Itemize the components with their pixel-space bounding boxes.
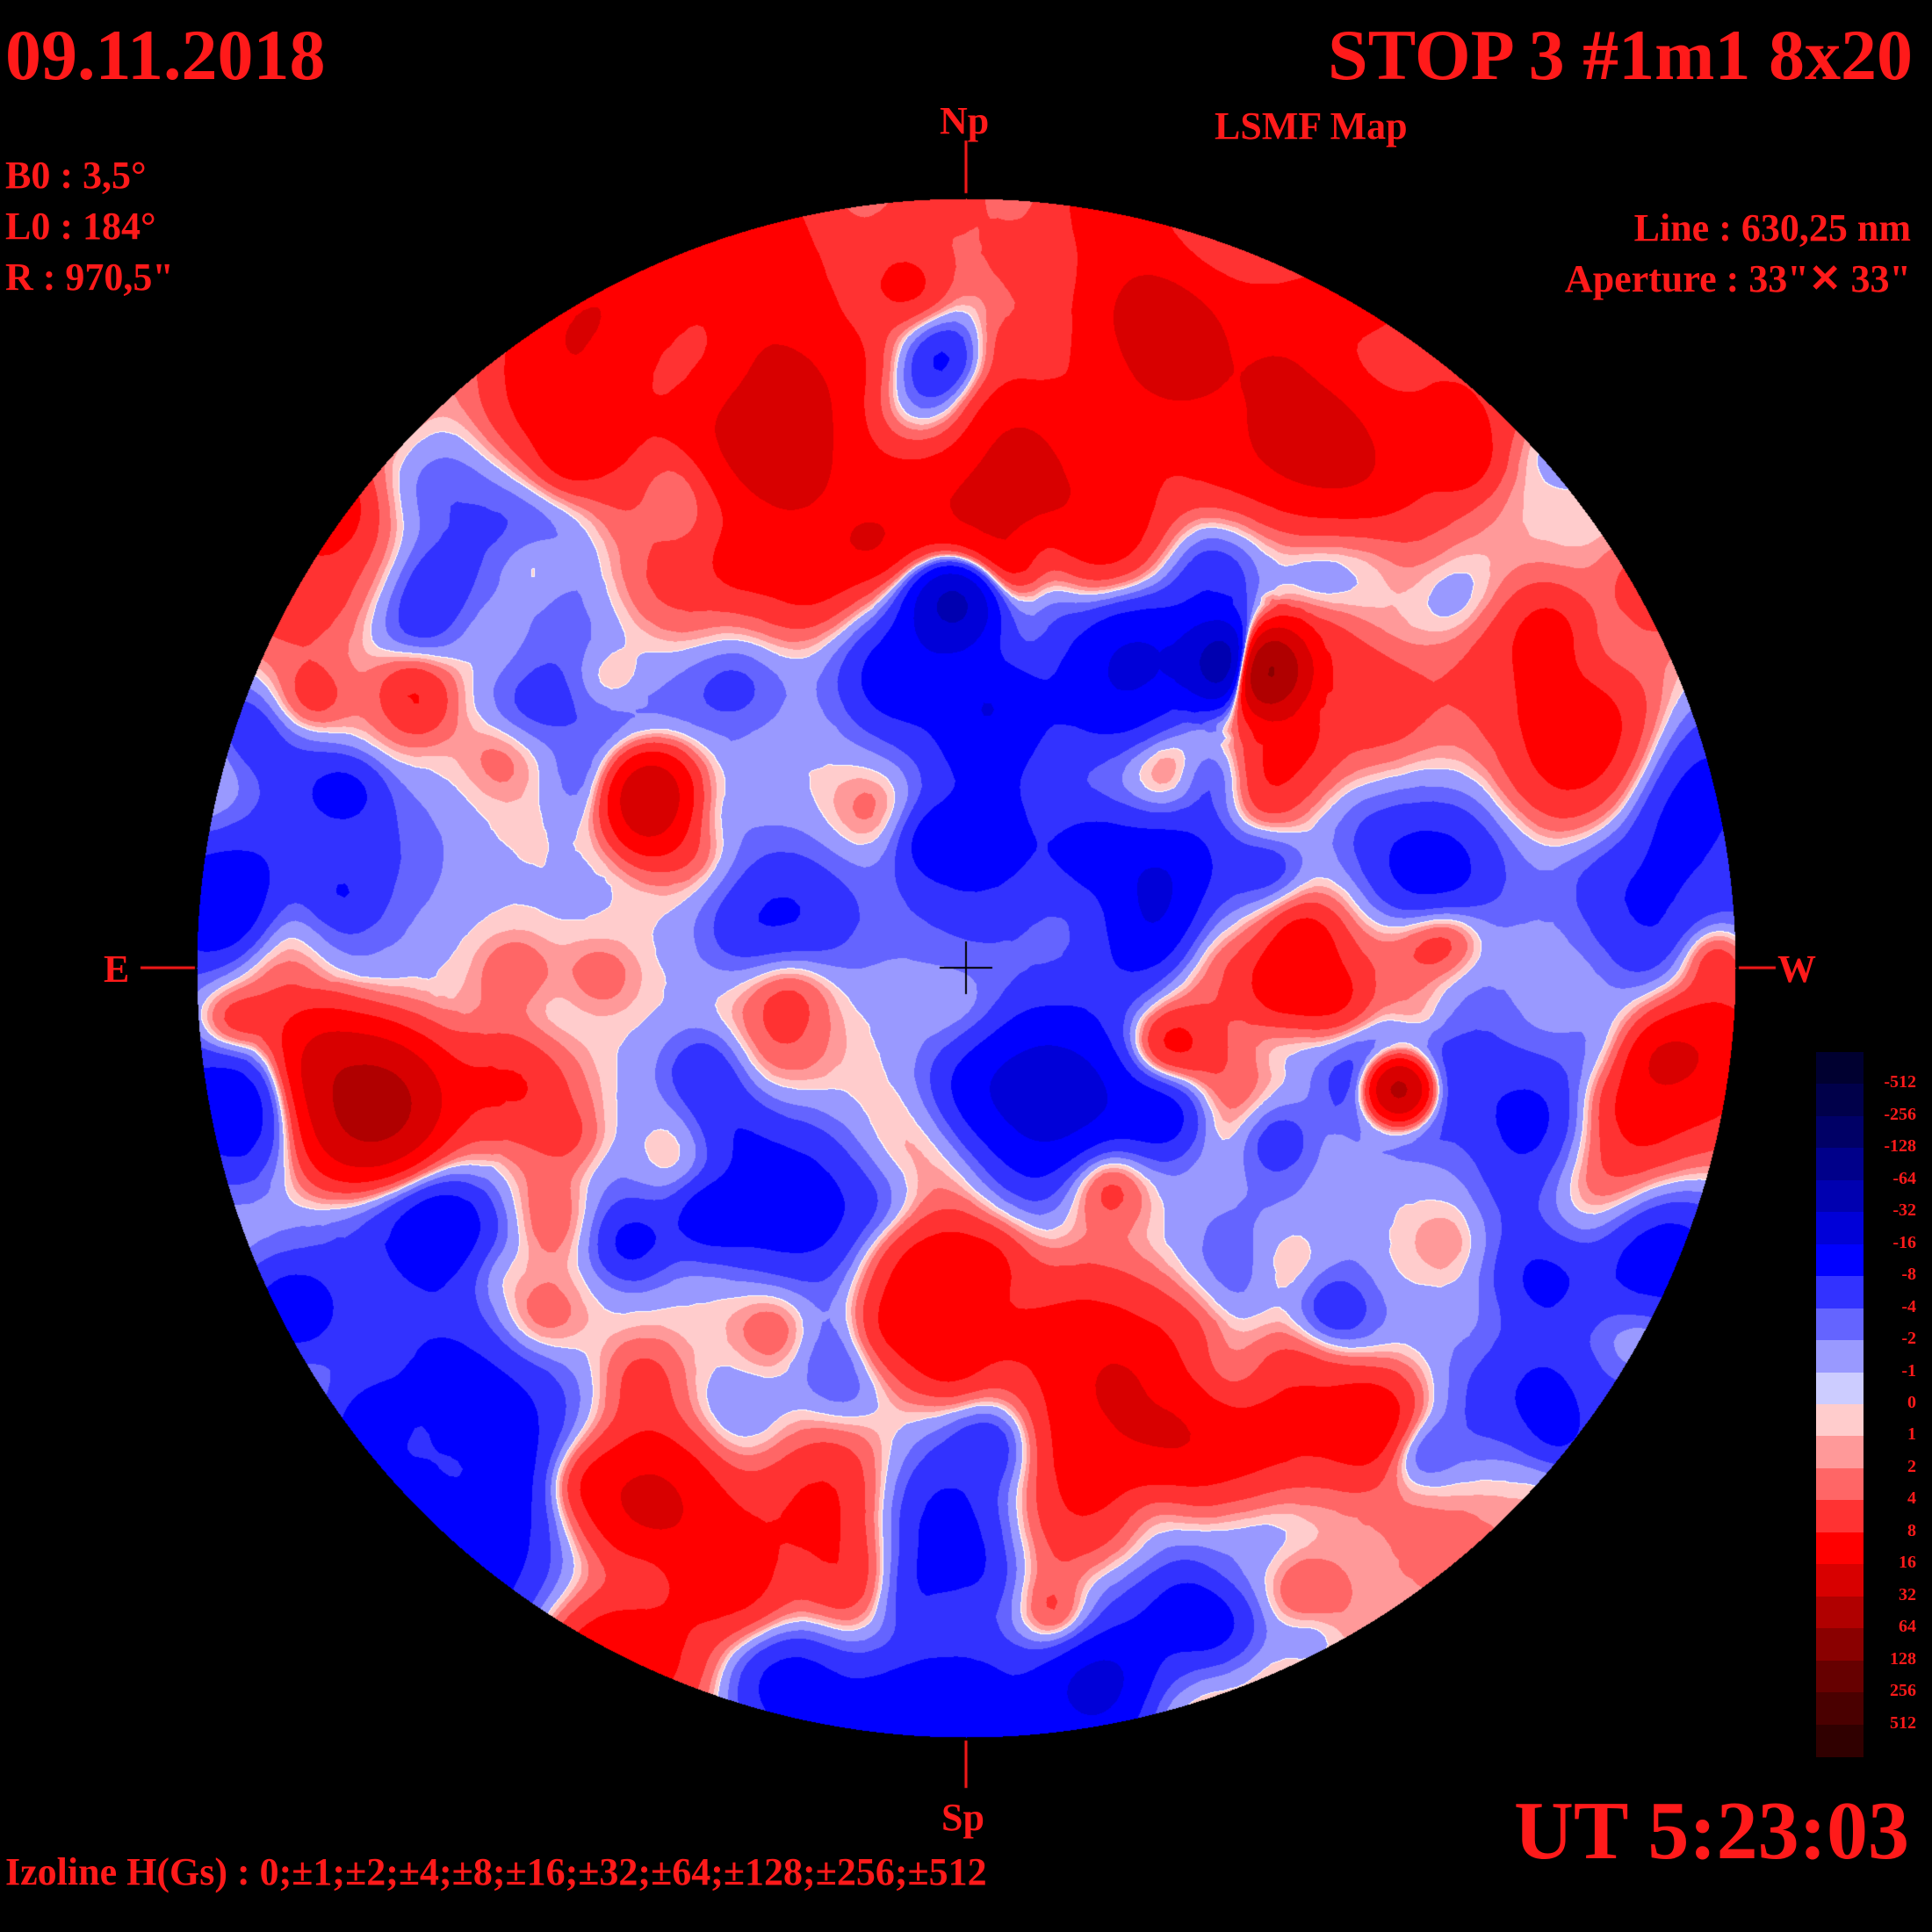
colorbar-band [1816,1308,1864,1342]
colorbar-band [1816,1467,1864,1502]
colorbar-label: -1 [1901,1360,1916,1381]
colorbar-band [1816,1276,1864,1309]
colorbar-band [1816,1340,1864,1373]
map-title: STOP 3 #1m1 8x20 [1328,15,1913,95]
colorbar-label: -512 [1884,1072,1916,1092]
colorbar-band [1816,1244,1864,1278]
colorbar-band [1816,1404,1864,1438]
colorbar-label: 128 [1890,1648,1916,1669]
colorbar-band [1816,1564,1864,1597]
colorbar-label: 2 [1907,1456,1916,1476]
map-subtitle: LSMF Map [1215,105,1408,148]
param-b0: B0 : 3,5° [5,154,147,197]
west-label: W [1777,948,1816,991]
colorbar-band [1816,1724,1864,1757]
colorbar-band [1816,1115,1864,1150]
colorbar-label: 16 [1899,1553,1916,1573]
spectral-line: Line : 630,25 nm [1633,206,1911,249]
colorbar-label: -8 [1901,1265,1916,1285]
colorbar-label: 8 [1907,1520,1916,1540]
colorbar-band [1816,1500,1864,1533]
colorbar-band [1816,1179,1864,1214]
colorbar-label: -2 [1901,1329,1916,1349]
colorbar-band [1816,1436,1864,1469]
colorbar-label: 0 [1907,1393,1916,1412]
colorbar-label: -128 [1884,1136,1916,1157]
colorbar-band [1816,1084,1864,1117]
isoline-legend: Izoline H(Gs) : 0;±1;±2;±4;±8;±16;±32;±6… [5,1850,987,1893]
colorbar [1816,1052,1864,1757]
colorbar-label: 1 [1907,1424,1916,1445]
colorbar-band [1816,1660,1864,1694]
colorbar-band [1816,1148,1864,1181]
colorbar-band [1816,1628,1864,1662]
colorbar-label: -16 [1892,1232,1916,1252]
east-label: E [104,948,130,991]
aperture: Aperture : 33"✕ 33" [1564,257,1911,300]
param-radius: R : 970,5" [5,256,174,299]
colorbar-band [1816,1212,1864,1245]
colorbar-label: -64 [1892,1168,1916,1188]
colorbar-band [1816,1052,1864,1085]
colorbar-label: -4 [1901,1296,1916,1316]
observation-date: 09.11.2018 [5,15,326,95]
colorbar-label: 4 [1907,1489,1916,1509]
colorbar-label: 64 [1899,1617,1916,1637]
colorbar-band [1816,1596,1864,1630]
param-l0: L0 : 184° [5,205,156,248]
ut-time: UT 5:23:03 [1514,1785,1909,1877]
colorbar-label: 32 [1899,1584,1916,1604]
colorbar-band [1816,1372,1864,1405]
colorbar-label: 512 [1890,1712,1916,1733]
south-pole-label: Sp [941,1796,984,1839]
north-pole-label: Np [940,99,990,142]
colorbar-band [1816,1532,1864,1566]
colorbar-band [1816,1692,1864,1726]
colorbar-label: -32 [1892,1200,1916,1221]
colorbar-label: 256 [1890,1681,1916,1701]
colorbar-label: -256 [1884,1104,1916,1124]
